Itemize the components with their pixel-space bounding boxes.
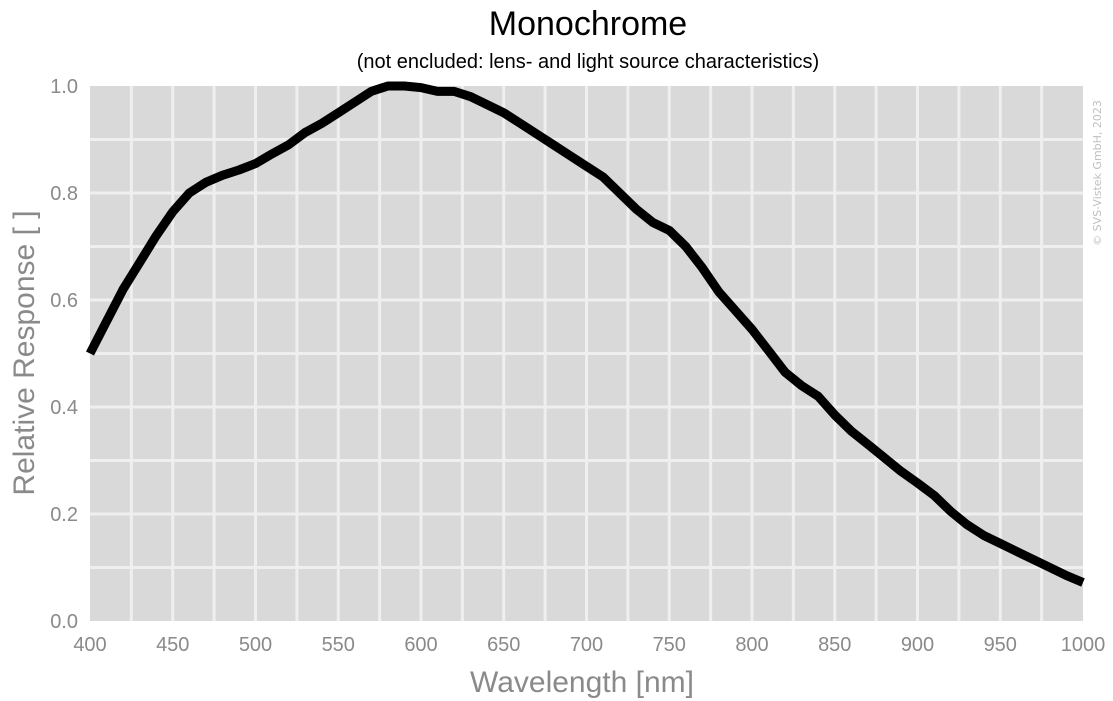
chart-subtitle: (not encluded: lens- and light source ch… (357, 51, 819, 73)
chart-title: Monochrome (489, 5, 687, 43)
y-tick-label: 0.2 (50, 504, 78, 526)
x-tick-label: 450 (156, 634, 189, 656)
x-tick-label: 400 (73, 634, 106, 656)
y-tick-labels: 0.0 0.2 0.4 0.6 0.8 1.0 (50, 76, 78, 633)
x-tick-labels: 400 450 500 550 600 650 700 750 800 850 900 950 1000 (73, 634, 1105, 656)
x-tick-label: 800 (735, 634, 768, 656)
series-layer (85, 81, 1085, 587)
y-tick-label: 0.6 (50, 290, 78, 312)
x-tick-label: 550 (322, 634, 355, 656)
y-tick-label: 0.0 (50, 611, 78, 633)
x-tick-label: 950 (984, 634, 1017, 656)
y-axis-label: Relative Response [ ] (8, 210, 41, 495)
y-tick-label: 0.8 (50, 183, 78, 205)
x-tick-label: 650 (487, 634, 520, 656)
series-line (85, 81, 1085, 587)
x-axis-label: Wavelength [nm] (470, 666, 694, 699)
x-tick-label: 900 (901, 634, 934, 656)
copyright-notice: © SVS-Vistek GmbH, 2023 (1091, 100, 1104, 246)
x-tick-label: 700 (570, 634, 603, 656)
x-tick-label: 1000 (1061, 634, 1106, 656)
y-tick-label: 1.0 (50, 76, 78, 98)
x-tick-label: 850 (818, 634, 851, 656)
x-tick-label: 600 (404, 634, 437, 656)
x-tick-label: 750 (653, 634, 686, 656)
y-tick-label: 0.4 (50, 397, 78, 419)
x-tick-label: 500 (239, 634, 272, 656)
